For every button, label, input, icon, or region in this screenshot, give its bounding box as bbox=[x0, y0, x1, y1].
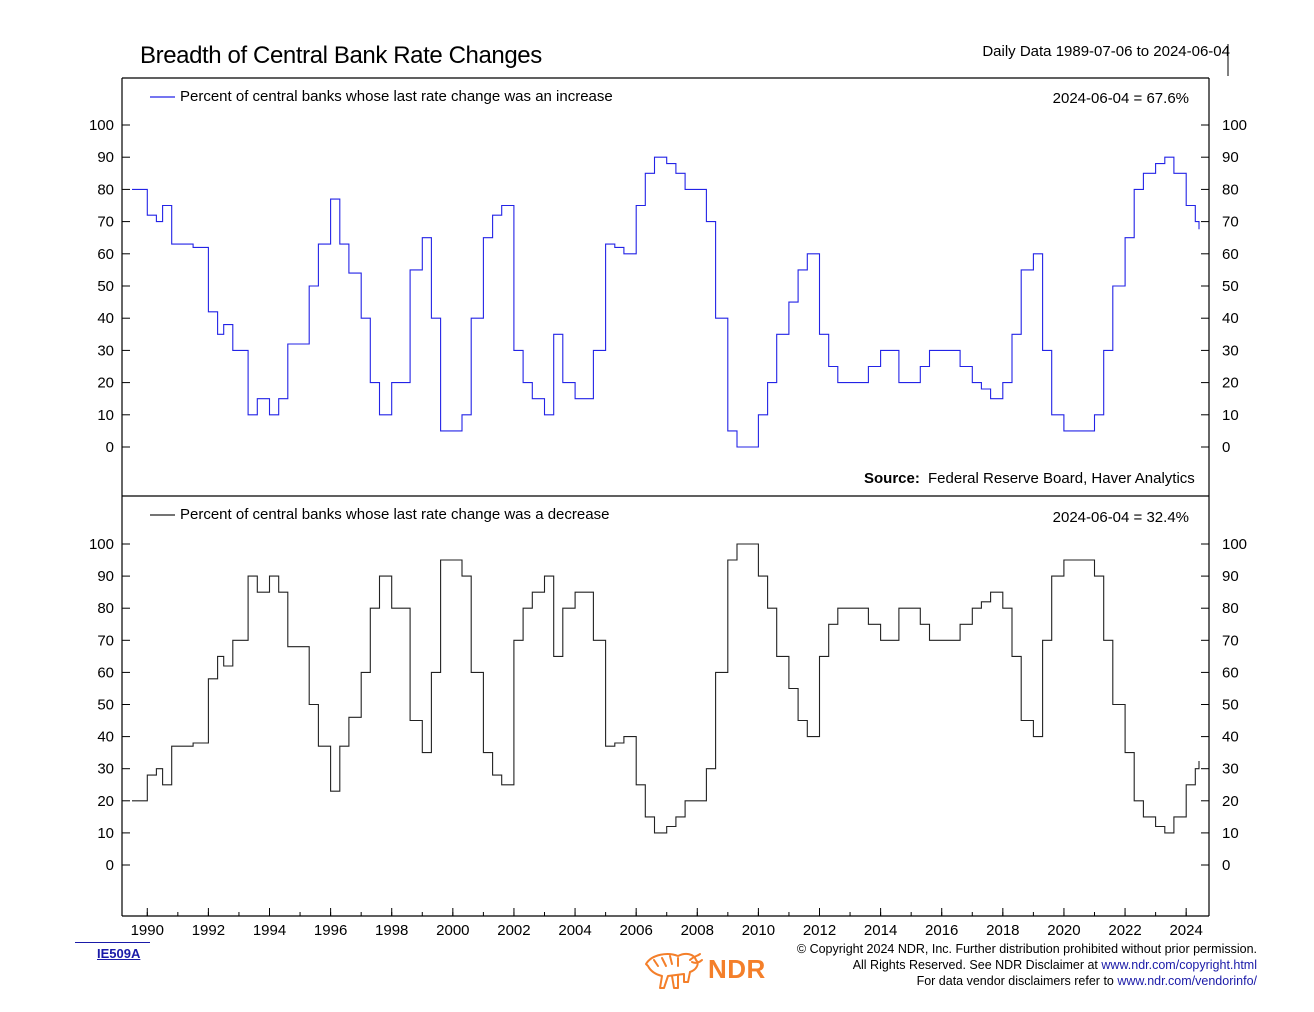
x-tick-label: 1998 bbox=[375, 922, 408, 939]
bull-logo-icon bbox=[645, 952, 703, 989]
rights-notice: All Rights Reserved. See NDR Disclaimer … bbox=[853, 958, 1257, 972]
y-tick-label-right: 0 bbox=[1222, 857, 1230, 874]
y-tick-label-left: 80 bbox=[97, 181, 114, 198]
y-tick-label-left: 10 bbox=[97, 407, 114, 424]
series-line-increase bbox=[132, 156, 1200, 448]
legend-label-increase: Percent of central banks whose last rate… bbox=[180, 88, 613, 105]
x-tick-label: 1990 bbox=[131, 922, 164, 939]
x-tick-label: 2020 bbox=[1047, 922, 1080, 939]
y-tick-label-right: 100 bbox=[1222, 117, 1247, 134]
x-tick-label: 2012 bbox=[803, 922, 836, 939]
x-tick-label: 2006 bbox=[619, 922, 652, 939]
y-tick-label-left: 20 bbox=[97, 793, 114, 810]
y-tick-label-left: 100 bbox=[89, 117, 114, 134]
x-tick-label: 1994 bbox=[253, 922, 286, 939]
x-tick-label: 2010 bbox=[742, 922, 775, 939]
x-tick-label: 2000 bbox=[436, 922, 469, 939]
date-range: Daily Data 1989-07-06 to 2024-06-04 bbox=[982, 43, 1230, 60]
y-tick-label-left: 70 bbox=[97, 214, 114, 231]
y-tick-label-right: 80 bbox=[1222, 600, 1239, 617]
y-tick-label-left: 90 bbox=[97, 568, 114, 585]
y-tick-label-left: 40 bbox=[97, 310, 114, 327]
copyright-link[interactable]: www.ndr.com/copyright.html bbox=[1101, 958, 1257, 972]
y-tick-label-left: 20 bbox=[97, 375, 114, 392]
latest-value-decrease: 2024-06-04 = 32.4% bbox=[1053, 509, 1189, 526]
latest-value-increase: 2024-06-04 = 67.6% bbox=[1053, 90, 1189, 107]
y-tick-label-right: 50 bbox=[1222, 278, 1239, 295]
x-tick-label: 1992 bbox=[192, 922, 225, 939]
y-tick-label-left: 30 bbox=[97, 342, 114, 359]
x-tick-label: 1996 bbox=[314, 922, 347, 939]
y-tick-label-right: 100 bbox=[1222, 536, 1247, 553]
y-tick-label-right: 10 bbox=[1222, 407, 1239, 424]
y-tick-label-left: 100 bbox=[89, 536, 114, 553]
copyright-notice: © Copyright 2024 NDR, Inc. Further distr… bbox=[796, 942, 1257, 956]
chart-title: Breadth of Central Bank Rate Changes bbox=[140, 42, 542, 69]
vendor-notice: For data vendor disclaimers refer to www… bbox=[917, 974, 1257, 988]
y-tick-label-right: 40 bbox=[1222, 310, 1239, 327]
legend-label-decrease: Percent of central banks whose last rate… bbox=[180, 506, 609, 523]
y-tick-label-left: 40 bbox=[97, 729, 114, 746]
x-tick-label: 2014 bbox=[864, 922, 897, 939]
series-line-decrease bbox=[132, 543, 1200, 834]
x-tick-label: 2024 bbox=[1169, 922, 1202, 939]
x-tick-label: 2018 bbox=[986, 922, 1019, 939]
x-tick-label: 2022 bbox=[1108, 922, 1141, 939]
y-tick-label-right: 70 bbox=[1222, 632, 1239, 649]
y-tick-label-right: 60 bbox=[1222, 664, 1239, 681]
x-tick-label: 2004 bbox=[558, 922, 591, 939]
code-rule bbox=[75, 942, 150, 943]
y-tick-label-right: 20 bbox=[1222, 375, 1239, 392]
y-tick-label-right: 0 bbox=[1222, 439, 1230, 456]
y-tick-label-left: 60 bbox=[97, 246, 114, 263]
x-tick-label: 2016 bbox=[925, 922, 958, 939]
y-tick-label-left: 0 bbox=[106, 857, 114, 874]
x-tick-label: 2002 bbox=[497, 922, 530, 939]
rights-prefix: All Rights Reserved. See NDR Disclaimer … bbox=[852, 958, 1102, 972]
series-layer bbox=[132, 156, 1200, 834]
chart-frame bbox=[121, 44, 1229, 917]
chart-code-link[interactable]: IE509A bbox=[97, 946, 141, 961]
y-tick-label-left: 70 bbox=[97, 632, 114, 649]
y-tick-label-right: 40 bbox=[1222, 729, 1239, 746]
vendor-prefix: For data vendor disclaimers refer to bbox=[916, 974, 1118, 988]
y-tick-label-right: 30 bbox=[1222, 761, 1239, 778]
y-tick-label-right: 50 bbox=[1222, 697, 1239, 714]
vendor-link[interactable]: www.ndr.com/vendorinfo/ bbox=[1117, 974, 1257, 988]
y-tick-label-right: 70 bbox=[1222, 214, 1239, 231]
y-tick-label-right: 60 bbox=[1222, 246, 1239, 263]
y-tick-label-left: 50 bbox=[97, 278, 114, 295]
y-tick-label-right: 90 bbox=[1222, 149, 1239, 166]
y-tick-label-right: 10 bbox=[1222, 825, 1239, 842]
y-tick-label-left: 30 bbox=[97, 761, 114, 778]
source-text: Federal Reserve Board, Haver Analytics bbox=[928, 470, 1195, 487]
x-tick-label: 2008 bbox=[681, 922, 714, 939]
y-tick-label-left: 60 bbox=[97, 664, 114, 681]
source-label: Source: bbox=[864, 470, 920, 487]
y-tick-label-left: 90 bbox=[97, 149, 114, 166]
y-tick-label-left: 0 bbox=[106, 439, 114, 456]
y-tick-label-left: 80 bbox=[97, 600, 114, 617]
y-tick-label-right: 30 bbox=[1222, 342, 1239, 359]
y-tick-label-left: 50 bbox=[97, 697, 114, 714]
y-tick-label-left: 10 bbox=[97, 825, 114, 842]
ndr-logo-text: NDR bbox=[708, 954, 766, 984]
y-tick-label-right: 90 bbox=[1222, 568, 1239, 585]
y-tick-label-right: 20 bbox=[1222, 793, 1239, 810]
y-tick-label-right: 80 bbox=[1222, 181, 1239, 198]
